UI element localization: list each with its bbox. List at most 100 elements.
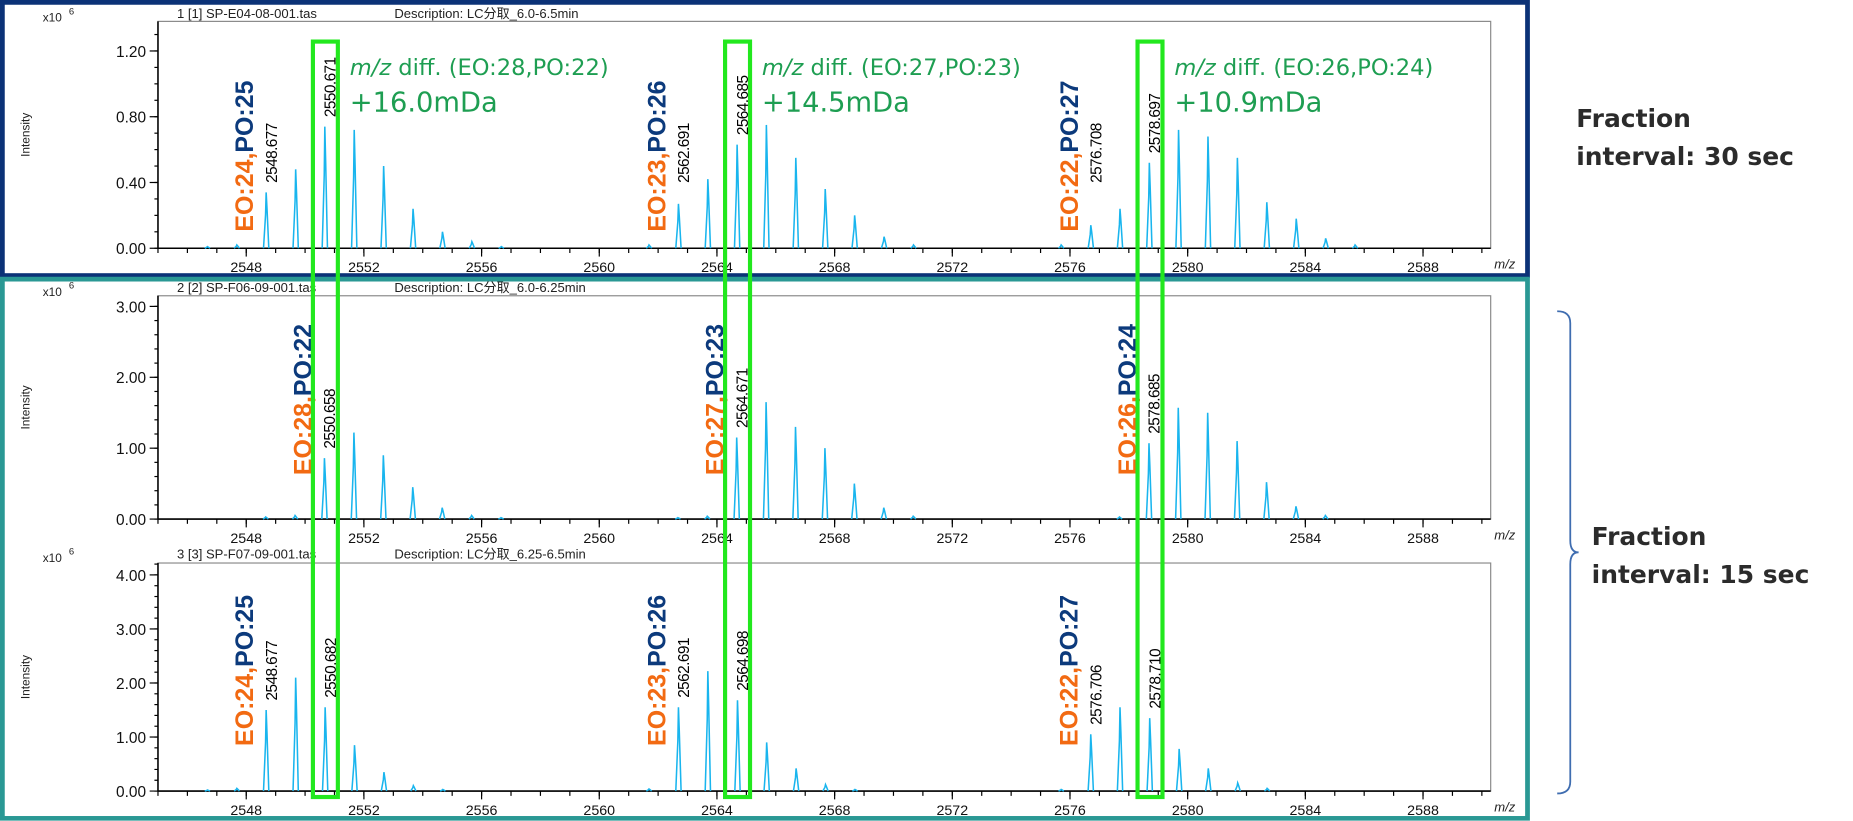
spectrum-peak: [1292, 506, 1300, 520]
y-tick-label: 2.00: [116, 370, 146, 387]
spectrum-peak: [468, 514, 475, 520]
po-count: PO:25: [231, 80, 259, 152]
y-tick-label: 0.00: [116, 784, 146, 801]
y-tick-label: 1.20: [116, 44, 146, 61]
spectrum-title: 1 [1] SP-E04-08-001.tas: [177, 6, 317, 21]
y-tick-label: 3.00: [116, 299, 146, 316]
eo-count: EO:22: [1056, 160, 1084, 232]
spectrum-peak: [821, 189, 829, 249]
spectrum-peak: [350, 432, 358, 520]
x-tick-label: 2568: [819, 531, 851, 547]
y-multiplier: x10: [43, 10, 63, 24]
spectrum-peak: [675, 707, 682, 792]
separator: ,: [231, 153, 259, 160]
spectrum-peak: [291, 514, 299, 520]
peak-mz-label: 2564.671: [734, 368, 751, 428]
spectrum-peak: [822, 782, 829, 792]
mz-diff-text: diff. (EO:27,PO:23): [803, 55, 1021, 81]
spectrum-peak: [1058, 788, 1065, 792]
side-label-15sec: Fraction interval: 15 sec: [1592, 518, 1810, 594]
x-tick-label: 2576: [1054, 531, 1086, 547]
spectrum-peak: [321, 126, 329, 249]
spectrum-peak: [1322, 238, 1330, 249]
peak-mz-label: 2564.698: [735, 631, 752, 691]
separator: ,: [643, 153, 671, 160]
spectrum-peak: [233, 787, 241, 792]
spectrum-peak: [1204, 412, 1212, 520]
x-tick-label: 2568: [819, 260, 851, 276]
spectrum-peak: [1087, 734, 1095, 792]
separator: ,: [289, 396, 317, 403]
peak-mz-label: 2548.677: [264, 641, 281, 701]
y-tick-label: 4.00: [116, 568, 146, 585]
peak-mz-label: 2562.691: [676, 638, 693, 698]
y-multiplier: x10: [43, 285, 63, 299]
x-tick-label: 2580: [1172, 260, 1204, 276]
spectrum-peak: [1057, 243, 1065, 249]
spectrum-peak: [704, 514, 711, 520]
y-multiplier-exponent: 6: [69, 281, 74, 292]
x-tick-label: 2548: [230, 803, 262, 819]
mz-diff-note: m/z diff. (EO:28,PO:22): [350, 55, 609, 81]
spectrum-peak: [1145, 162, 1153, 249]
spectrum-peak: [204, 789, 211, 792]
spectrum-peak: [292, 677, 300, 792]
spectrum-peak: [321, 707, 329, 792]
spectrum-peak: [1204, 136, 1212, 249]
eo-count: EO:24: [231, 674, 259, 746]
spectrum-title: 3 [3] SP-F07-09-001.tas: [177, 546, 317, 561]
spectrum-peak: [734, 700, 741, 792]
spectrum-peak: [438, 507, 446, 520]
eo-po-annotation: EO:22,PO:27: [1056, 595, 1084, 746]
spectrum-peak: [1116, 515, 1123, 520]
eo-count: EO:22: [1056, 674, 1084, 746]
x-tick-label: 2576: [1054, 260, 1086, 276]
spectrum-panel-2: 2 [2] SP-F06-09-001.tas Description: LC分取…: [19, 280, 1516, 547]
highlight-box: [310, 39, 340, 800]
spectrum-peak: [850, 483, 858, 520]
x-tick-label: 2580: [1172, 803, 1204, 819]
spectrum-peak: [792, 426, 799, 520]
spectrum-description: Description: LC分取_6.0-6.5min: [394, 6, 578, 21]
spectrum-peak: [1233, 157, 1241, 249]
eo-count: EO:23: [643, 674, 671, 746]
po-count: PO:26: [643, 81, 671, 153]
separator: ,: [231, 667, 259, 674]
spectrum-peak: [262, 515, 269, 520]
spectrum-peak: [468, 239, 476, 249]
x-tick-label: 2560: [583, 803, 615, 819]
side-label-line1: Fraction: [1576, 104, 1691, 134]
x-tick-label: 2552: [348, 803, 380, 819]
spectrum-peak: [409, 208, 417, 249]
spectrum-peak: [1263, 202, 1271, 249]
y-axis-label: Intensity: [19, 385, 33, 429]
spectrum-peak: [704, 671, 712, 792]
x-tick-label: 2548: [230, 531, 262, 547]
peak-mz-label: 2564.685: [735, 76, 752, 136]
spectrum-peak: [1087, 225, 1095, 249]
spectrum-peak: [733, 144, 741, 249]
side-label-line2: interval: 30 sec: [1576, 142, 1794, 172]
y-tick-label: 0.00: [116, 512, 146, 529]
spectrum-peak: [1175, 748, 1183, 792]
mz-diff-text: diff. (EO:26,PO:24): [1216, 55, 1434, 81]
spectrum-peak: [498, 245, 505, 249]
x-tick-label: 2584: [1289, 531, 1321, 547]
y-tick-label: 0.40: [116, 175, 146, 192]
y-multiplier-exponent: 6: [69, 547, 74, 558]
peak-mz-label: 2550.671: [323, 57, 340, 117]
spectrum-peak: [792, 157, 800, 249]
spectrum-peak: [880, 507, 888, 520]
spectrum-peak: [439, 231, 446, 249]
x-tick-label: 2564: [701, 531, 733, 547]
spectrum-description: Description: LC分取_6.0-6.25min: [394, 280, 585, 295]
spectrum-peak: [675, 203, 682, 249]
peak-mz-label: 2562.691: [676, 123, 693, 183]
peak-mz-label: 2578.685: [1147, 374, 1164, 434]
y-tick-label: 1.00: [116, 441, 146, 458]
spectrum-peak: [762, 124, 770, 249]
x-tick-label: 2588: [1407, 531, 1439, 547]
x-tick-label: 2548: [230, 260, 262, 276]
po-count: PO:27: [1056, 595, 1084, 667]
